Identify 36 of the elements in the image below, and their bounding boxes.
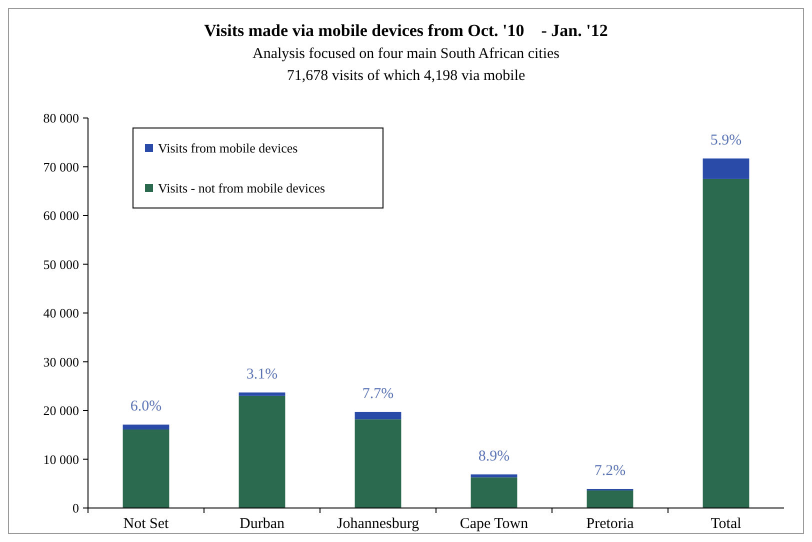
y-tick-label: 70 000 [43,159,79,174]
x-tick-label: Not Set [123,516,170,532]
bar [354,419,402,508]
y-tick-label: 0 [72,500,79,516]
annotation: 6.0% [130,398,162,415]
x-tick-label: Total [710,516,742,532]
annotation: 7.7% [362,386,394,402]
legend-label: Visits - not from mobile devices [158,180,326,196]
annotation: 5.9% [710,132,742,148]
y-tick-label: 30 000 [43,354,79,370]
bar [702,158,750,179]
x-tick-label: Johannesburg [336,516,420,532]
chart-subtitle: Analysis focused on four main South African cities 71,678 visits of which 4,198 via mobile [252,46,560,84]
bar [238,396,286,508]
bar [122,424,170,430]
y-tick-label: 40 000 [43,306,79,321]
bar [586,490,634,508]
bar [238,392,286,396]
y-tick-label: 80 000 [43,110,79,126]
legend-label: Visits from mobile devices [158,140,298,156]
x-tick-label: Durban [240,516,285,532]
bar [702,178,750,508]
bar [470,477,518,508]
bar [470,474,518,478]
annotation: 8.9% [478,448,510,464]
y-tick-label: 50 000 [43,256,79,272]
annotation: 3.1% [246,366,278,382]
annotation: 7.2% [594,462,626,479]
y-tick-label: 10 000 [43,452,79,467]
bar [122,430,170,508]
x-tick-label: Cape Town [460,516,529,532]
y-tick-label: 20 000 [43,403,79,418]
chart-title: Visits made via mobile devices from Oct. '10 - Jan. '12 [204,21,608,40]
x-tick-label: Pretoria [586,516,634,532]
y-tick-label: 60 000 [43,208,79,224]
bar [354,412,402,420]
